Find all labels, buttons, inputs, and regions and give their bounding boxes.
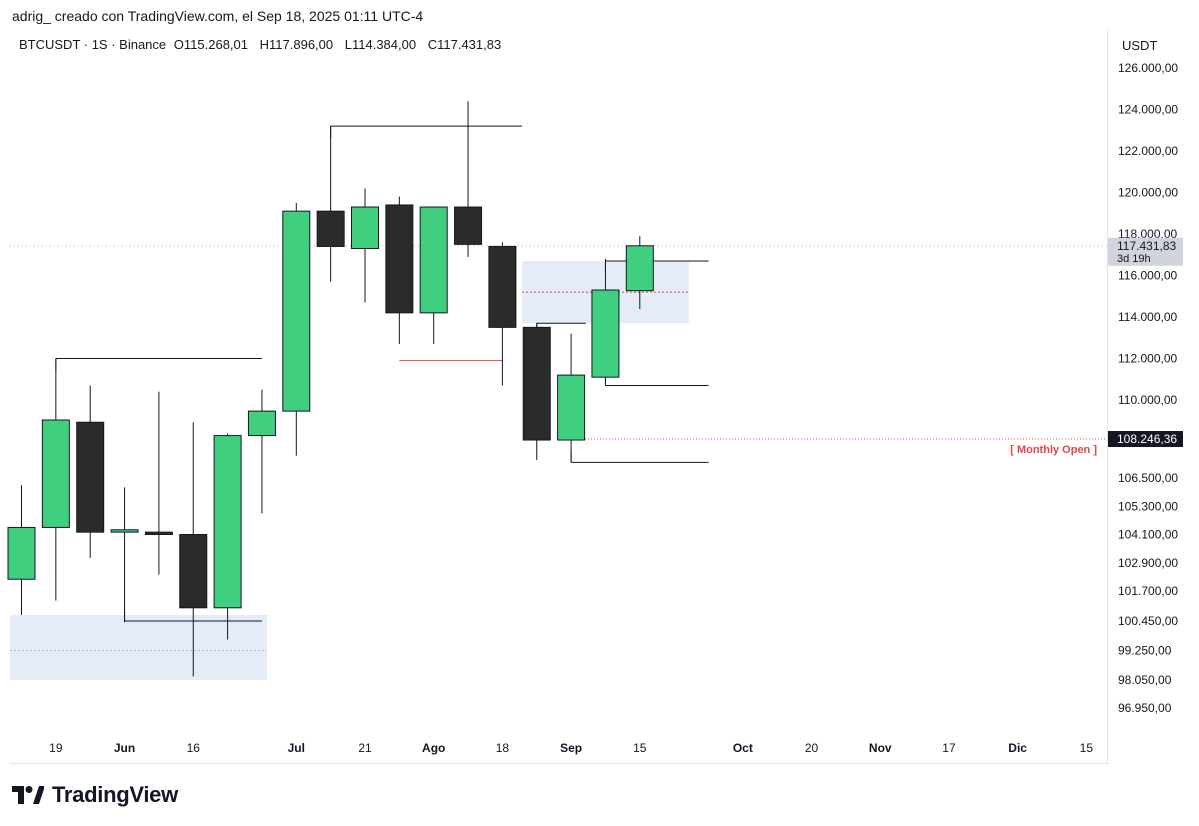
candle-body xyxy=(282,210,311,412)
legend-high: H117.896,00 xyxy=(259,37,334,52)
x-tick-label: 21 xyxy=(358,741,372,755)
zone-rect xyxy=(10,615,267,680)
brand-name: TradingView xyxy=(52,782,178,807)
candle-body xyxy=(625,245,654,292)
x-tick-label: Jun xyxy=(114,741,135,755)
y-tick-label: 126.000,00 xyxy=(1118,61,1178,75)
candle-body xyxy=(247,410,276,437)
candle-body xyxy=(7,526,36,580)
y-tick-label: 124.000,00 xyxy=(1118,103,1178,117)
candle-body xyxy=(179,534,208,609)
candle-body xyxy=(488,245,517,328)
candle-body xyxy=(110,529,139,533)
y-tick-label: 118.000,00 xyxy=(1118,227,1177,241)
candle-body xyxy=(76,421,105,533)
x-tick-label: 17 xyxy=(942,741,956,755)
candle-body xyxy=(213,435,242,609)
y-tick-label: 100.450,00 xyxy=(1118,614,1178,628)
y-tick-label: 102.900,00 xyxy=(1118,556,1178,570)
candle-body xyxy=(591,289,620,378)
monthly-open-price-label: 108.246,36 xyxy=(1117,432,1177,446)
y-tick-label: 99.250,00 xyxy=(1118,644,1172,658)
monthly-open-text: [ Monthly Open ] xyxy=(1010,444,1097,456)
legend-symbol[interactable]: BTCUSDT · 1S · Binance xyxy=(19,37,167,52)
candle-body xyxy=(41,419,70,528)
y-tick-label: 96.950,00 xyxy=(1118,701,1172,715)
legend-low: L114.384,00 xyxy=(344,37,417,52)
x-tick-label: 15 xyxy=(1080,741,1094,755)
candle-body xyxy=(316,210,345,247)
candle-body xyxy=(385,204,414,314)
y-tick-label: 114.000,00 xyxy=(1118,310,1177,324)
bar-countdown-label: 3d 19h xyxy=(1117,253,1151,265)
candle-body xyxy=(557,374,586,441)
brand-logo[interactable]: TradingView xyxy=(12,781,178,809)
x-tick-label: 16 xyxy=(187,741,201,755)
y-tick-label: 106.500,00 xyxy=(1118,471,1178,485)
x-tick-label: Jul xyxy=(288,741,305,755)
legend-close: C117.431,83 xyxy=(427,37,502,52)
x-tick-label: 20 xyxy=(805,741,819,755)
x-tick-label: Sep xyxy=(560,741,582,755)
candle-body xyxy=(351,206,379,250)
x-tick-label: 15 xyxy=(633,741,647,755)
x-tick-label: Nov xyxy=(869,741,892,755)
x-tick-label: Ago xyxy=(422,741,445,755)
x-tick-label: Oct xyxy=(733,741,753,755)
chart-pane[interactable] xyxy=(10,30,1108,764)
y-tick-label: 116.000,00 xyxy=(1118,269,1177,283)
y-tick-label: 120.000,00 xyxy=(1118,186,1178,200)
tradingview-logo-icon xyxy=(12,786,44,804)
currency-label[interactable]: USDT xyxy=(1122,38,1158,53)
last-price-label: 117.431,83 xyxy=(1117,239,1176,253)
x-tick-label: 19 xyxy=(49,741,63,755)
ohlc-legend: BTCUSDT · 1S · Binance O115.268,01 H117.… xyxy=(19,37,509,52)
chart-caption: adrig_ creado con TradingView.com, el Se… xyxy=(12,8,424,24)
x-tick-label: Dic xyxy=(1008,741,1027,755)
x-tick-label: 18 xyxy=(496,741,510,755)
last-price-badge xyxy=(1108,237,1183,266)
y-tick-label: 105.300,00 xyxy=(1118,499,1178,513)
candle-body xyxy=(454,206,483,245)
y-tick-label: 98.050,00 xyxy=(1118,673,1172,687)
legend-open: O115.268,01 xyxy=(173,37,248,52)
y-tick-label: 122.000,00 xyxy=(1118,144,1178,158)
y-tick-label: 112.000,00 xyxy=(1118,352,1177,366)
candle-body xyxy=(522,326,551,441)
y-tick-label: 110.000,00 xyxy=(1118,393,1177,407)
candle-body xyxy=(419,206,448,314)
y-tick-label: 104.100,00 xyxy=(1118,528,1178,542)
candle-body xyxy=(144,531,173,535)
monthly-open-badge xyxy=(1108,431,1183,447)
y-tick-label: 101.700,00 xyxy=(1118,584,1178,598)
